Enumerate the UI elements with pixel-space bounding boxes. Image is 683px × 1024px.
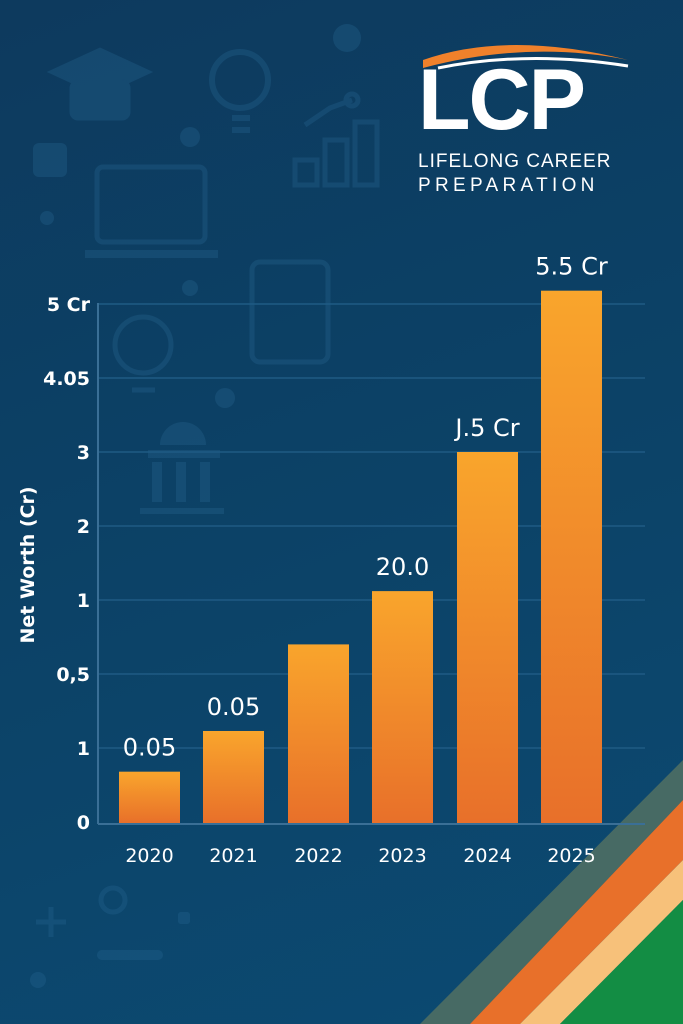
lcp-logo: LCP LIFELONG CAREER PREPARATION <box>418 22 633 198</box>
bar-2023 <box>372 591 433 823</box>
bar-2024 <box>457 452 518 823</box>
y-tick-label: 0 <box>77 812 90 834</box>
data-label: J.5 Cr <box>453 414 519 442</box>
y-tick-label: 0,5 <box>56 664 90 686</box>
lightbulb-icon <box>112 314 174 393</box>
bar-2022 <box>288 644 349 823</box>
plus-icon <box>36 907 66 937</box>
circle-icon <box>98 885 128 915</box>
x-tick-label: 2025 <box>547 845 595 867</box>
y-tick-label: 2 <box>77 516 90 538</box>
logo-line2: PREPARATION <box>418 175 599 196</box>
lightbulb-icon <box>209 49 271 133</box>
y-tick-label: 1 <box>77 590 90 612</box>
graduation-cap-icon <box>46 47 154 121</box>
logo-line1: LIFELONG CAREER <box>418 151 612 172</box>
y-axis-title: Net Worth (Cr) <box>17 486 39 643</box>
logo-mark: LCP <box>418 52 586 148</box>
bar-2025 <box>541 290 602 823</box>
data-label: 20.0 <box>376 553 429 581</box>
phone-icon <box>249 259 331 365</box>
x-tick-label: 2020 <box>125 845 173 867</box>
x-tick-label: 2022 <box>294 845 342 867</box>
government-building-icon <box>140 422 224 514</box>
laptop-bank-icon <box>85 164 218 258</box>
x-tick-label: 2021 <box>209 845 257 867</box>
data-label: 0.05 <box>123 734 176 762</box>
x-tick-label: 2024 <box>463 845 511 867</box>
bar-growth-icon <box>292 91 380 188</box>
bar-2020 <box>119 771 180 823</box>
y-tick-label: 4.05 <box>43 368 90 390</box>
logo-swoosh <box>423 45 629 70</box>
x-tick-label: 2023 <box>378 845 426 867</box>
y-tick-label: 3 <box>77 442 90 464</box>
bar-2021 <box>203 730 264 823</box>
data-label: 5.5 Cr <box>535 253 608 281</box>
y-tick-label: 5 Cr <box>47 294 91 316</box>
data-label: 0.05 <box>207 693 260 721</box>
y-tick-label: 1 <box>77 738 90 760</box>
play-icon <box>33 143 67 177</box>
